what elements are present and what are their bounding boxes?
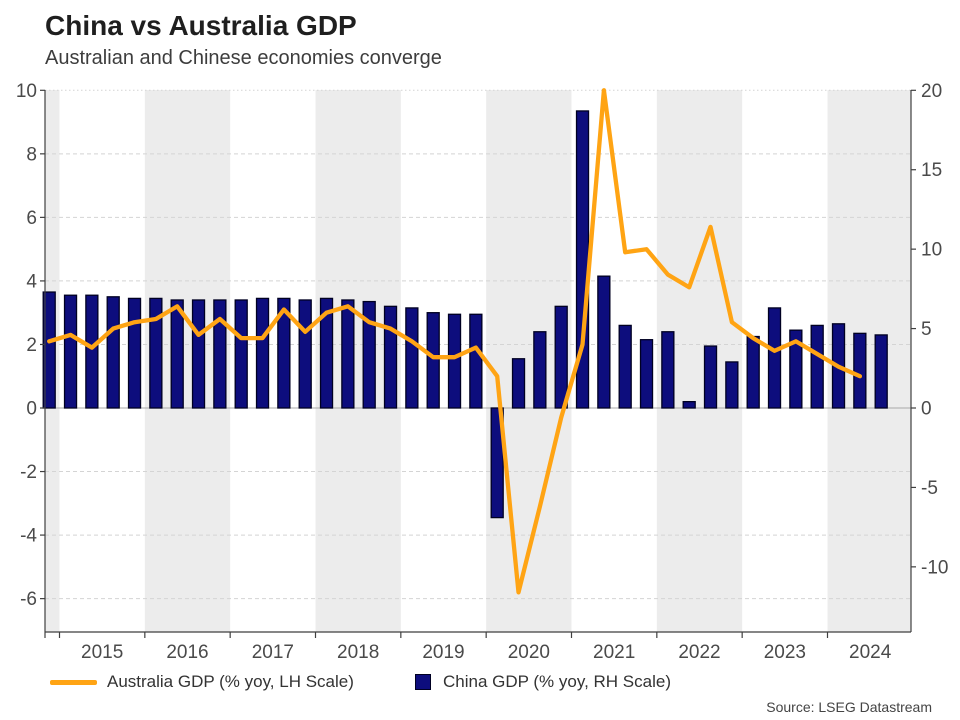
svg-text:-10: -10 bbox=[921, 557, 948, 578]
svg-text:2024: 2024 bbox=[849, 642, 892, 663]
svg-text:2023: 2023 bbox=[764, 642, 806, 663]
svg-text:2021: 2021 bbox=[593, 642, 635, 663]
svg-text:2015: 2015 bbox=[81, 642, 123, 663]
svg-text:6: 6 bbox=[26, 208, 37, 229]
australia-line-swatch bbox=[50, 679, 97, 685]
legend-item-china: China GDP (% yoy, RH Scale) bbox=[415, 669, 671, 695]
chart-subtitle: Australian and Chinese economies converg… bbox=[45, 47, 442, 69]
svg-text:4: 4 bbox=[26, 271, 37, 292]
svg-text:2: 2 bbox=[26, 335, 37, 356]
svg-text:2016: 2016 bbox=[166, 642, 208, 663]
svg-text:2022: 2022 bbox=[678, 642, 720, 663]
svg-text:2020: 2020 bbox=[508, 642, 550, 663]
legend-label-australia: Australia GDP (% yoy, LH Scale) bbox=[107, 672, 354, 691]
svg-text:5: 5 bbox=[921, 319, 932, 340]
svg-text:-6: -6 bbox=[20, 589, 37, 610]
svg-text:-4: -4 bbox=[20, 526, 37, 547]
china-bars bbox=[42, 110, 888, 519]
svg-text:20: 20 bbox=[921, 81, 942, 102]
svg-text:8: 8 bbox=[26, 144, 37, 165]
svg-text:0: 0 bbox=[921, 399, 932, 420]
svg-text:-2: -2 bbox=[20, 462, 37, 483]
svg-text:-5: -5 bbox=[921, 478, 938, 499]
svg-text:2018: 2018 bbox=[337, 642, 379, 663]
axes bbox=[40, 89, 916, 638]
legend: Australia GDP (% yoy, LH Scale) China GD… bbox=[0, 669, 960, 695]
gridlines bbox=[45, 89, 911, 600]
svg-text:15: 15 bbox=[921, 160, 942, 181]
australia-line bbox=[47, 88, 863, 595]
china-bar-swatch bbox=[415, 674, 431, 690]
svg-text:0: 0 bbox=[26, 399, 37, 420]
legend-item-australia: Australia GDP (% yoy, LH Scale) bbox=[50, 669, 354, 695]
source-credit: Source: LSEG Datastream bbox=[766, 699, 932, 715]
legend-label-china: China GDP (% yoy, RH Scale) bbox=[443, 672, 671, 691]
svg-text:10: 10 bbox=[921, 240, 942, 261]
svg-text:2019: 2019 bbox=[422, 642, 464, 663]
svg-text:10: 10 bbox=[16, 81, 37, 102]
svg-text:2017: 2017 bbox=[252, 642, 294, 663]
chart-title: China vs Australia GDP bbox=[45, 10, 357, 41]
